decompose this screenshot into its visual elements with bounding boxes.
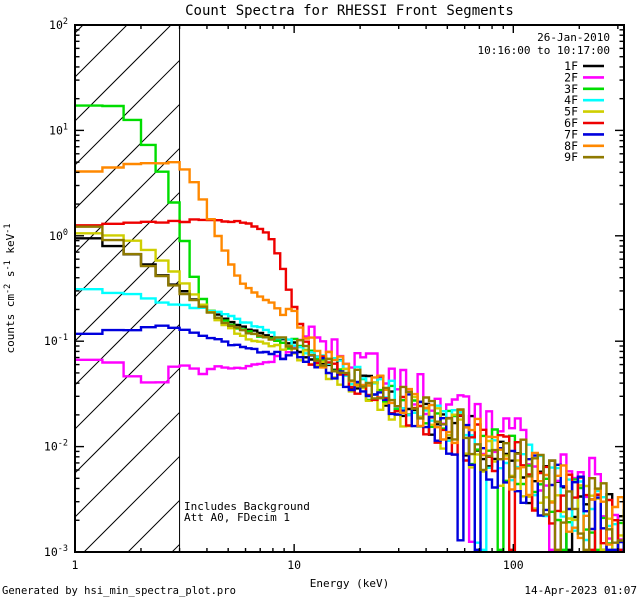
legend-item-4F: 4F bbox=[564, 93, 604, 107]
legend-label: 3F bbox=[564, 82, 578, 96]
footer-generator-text: Generated by hsi_min_spectra_plot.pro bbox=[2, 585, 236, 597]
spectrum-9F bbox=[75, 225, 624, 551]
svg-text:10: 10 bbox=[287, 558, 301, 572]
legend-item-6F: 6F bbox=[564, 116, 604, 130]
legend-label: 6F bbox=[564, 116, 578, 130]
svg-text:101: 101 bbox=[49, 122, 68, 137]
legend-item-2F: 2F bbox=[564, 70, 604, 84]
axis-ticks bbox=[74, 24, 624, 553]
legend-label: 9F bbox=[564, 150, 578, 164]
spectrum-4F bbox=[75, 288, 624, 551]
spectrum-3F bbox=[75, 104, 624, 551]
legend-item-7F: 7F bbox=[564, 127, 604, 141]
spectrum-5F bbox=[75, 232, 624, 551]
legend-label: 1F bbox=[564, 59, 578, 73]
svg-text:10-3: 10-3 bbox=[44, 544, 68, 559]
svg-text:10-1: 10-1 bbox=[44, 333, 68, 348]
spectrum-7F bbox=[75, 324, 624, 551]
spectra-curves bbox=[75, 104, 624, 551]
observation-time-range: 10:16:00 to 10:17:00 bbox=[477, 44, 610, 57]
footer-timestamp: 14-Apr-2023 01:07 bbox=[524, 584, 637, 597]
legend-label: 7F bbox=[564, 127, 578, 141]
legend-label: 4F bbox=[564, 93, 578, 107]
annotation-attenuator-state: Att A0, FDecim 1 bbox=[184, 511, 290, 524]
svg-text:1: 1 bbox=[72, 558, 79, 572]
legend-label: 5F bbox=[564, 105, 578, 119]
axis-tick-labels: 1 10 100 102 101 100 10-1 10-2 10-3 bbox=[44, 17, 524, 572]
legend-item-8F: 8F bbox=[564, 139, 604, 153]
legend-label: 2F bbox=[564, 70, 578, 84]
annotation-includes-background: Includes Background bbox=[184, 500, 310, 513]
page-title: Count Spectra for RHESSI Front Segments bbox=[185, 3, 514, 19]
legend-item-3F: 3F bbox=[564, 82, 604, 96]
legend-item-9F: 9F bbox=[564, 150, 604, 164]
axes-frame bbox=[74, 24, 625, 553]
attenuated-region-hatch bbox=[74, 24, 181, 553]
observation-date: 26-Jan-2010 bbox=[537, 31, 610, 44]
svg-text:100: 100 bbox=[503, 558, 524, 572]
legend-item-5F: 5F bbox=[564, 105, 604, 119]
spectrum-8F bbox=[75, 161, 624, 546]
svg-text:102: 102 bbox=[49, 17, 68, 32]
legend-item-1F: 1F bbox=[564, 59, 604, 73]
legend-label: 8F bbox=[564, 139, 578, 153]
svg-text:100: 100 bbox=[49, 228, 68, 243]
x-axis-title: Energy (keV) bbox=[309, 577, 390, 590]
y-axis-title: counts cm-2 s-1 keV-1 bbox=[3, 223, 17, 353]
svg-text:10-2: 10-2 bbox=[44, 439, 68, 454]
spectrum-6F bbox=[75, 218, 624, 551]
